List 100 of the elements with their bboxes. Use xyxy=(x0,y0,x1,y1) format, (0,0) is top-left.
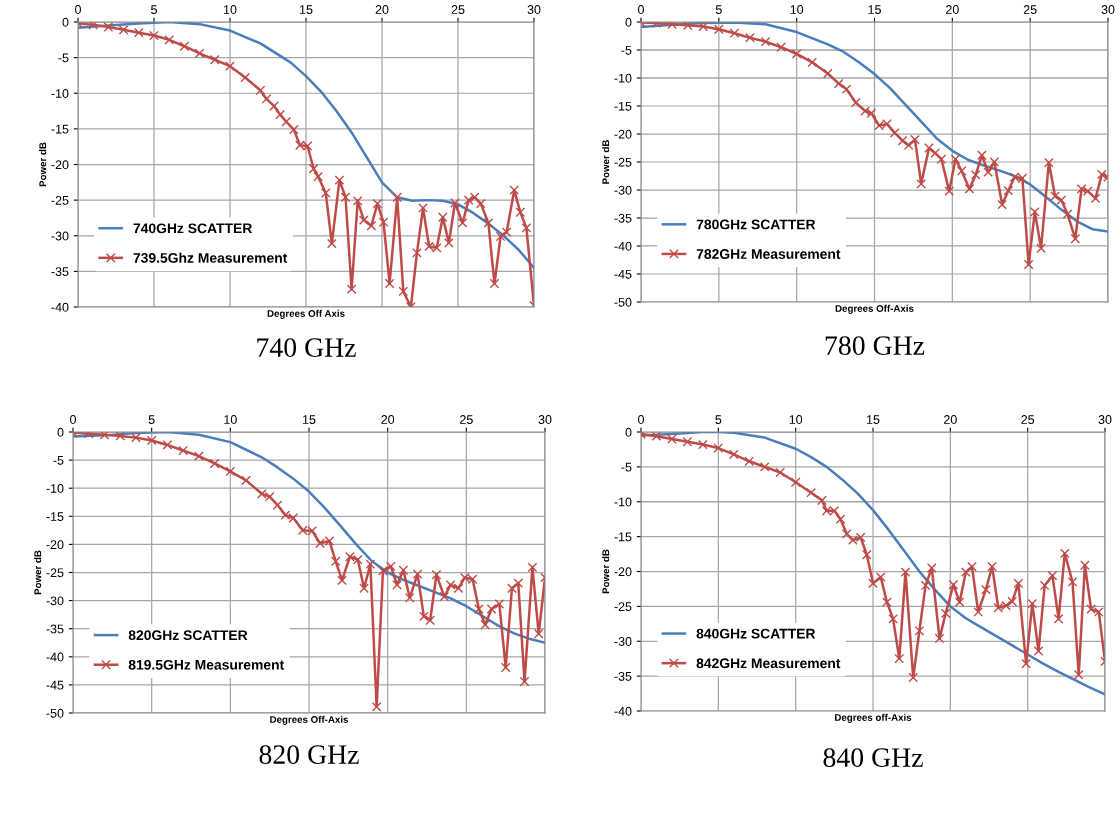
point xyxy=(775,467,786,478)
point xyxy=(385,561,396,572)
legend-label: 819.5GHz Measurement xyxy=(128,659,285,670)
point xyxy=(897,135,908,146)
point xyxy=(475,198,486,209)
point xyxy=(908,672,919,683)
x-tick-label: 0 xyxy=(70,415,76,424)
point xyxy=(667,434,677,444)
point xyxy=(444,238,454,248)
point xyxy=(698,22,709,32)
point xyxy=(1090,193,1101,204)
y-tick-label: -35 xyxy=(614,213,632,223)
point xyxy=(209,54,220,65)
point xyxy=(868,578,878,589)
point xyxy=(1062,209,1073,219)
point xyxy=(983,167,993,177)
x-axis-title: Degrees Off Axis xyxy=(267,309,345,319)
point xyxy=(88,22,99,30)
text: 740 GHz xyxy=(257,338,356,357)
x-tick-label: 25 xyxy=(1021,415,1035,424)
y-tick-label: -25 xyxy=(46,568,64,578)
point xyxy=(1067,577,1078,587)
point xyxy=(450,198,460,208)
point xyxy=(861,549,872,560)
point xyxy=(425,615,436,626)
point xyxy=(997,199,1008,210)
legend-label: 780GHz SCATTER xyxy=(696,219,816,230)
point xyxy=(378,565,388,576)
point xyxy=(308,163,319,174)
point xyxy=(133,27,144,38)
point xyxy=(480,619,491,630)
text: 820 GHz xyxy=(259,745,359,764)
y-axis-title: Power dB xyxy=(602,140,610,184)
y-tick-label: -35 xyxy=(614,671,632,681)
point xyxy=(744,456,755,467)
point xyxy=(240,72,251,83)
x-tick-label: 0 xyxy=(638,5,644,14)
point xyxy=(474,604,484,614)
y-tick-label: -40 xyxy=(614,241,632,251)
x-axis-title: Degrees Off-Axis xyxy=(835,304,914,314)
point xyxy=(162,440,173,450)
point xyxy=(118,24,129,35)
point xyxy=(791,49,802,59)
point xyxy=(392,580,402,590)
point xyxy=(903,140,914,151)
y-tick-label: -50 xyxy=(46,708,64,718)
point xyxy=(822,68,833,79)
point xyxy=(910,134,920,145)
y-tick-label: -10 xyxy=(614,73,632,83)
text: 840 GHz xyxy=(823,748,923,767)
point xyxy=(371,701,382,712)
point xyxy=(521,223,532,233)
point xyxy=(850,97,861,108)
point xyxy=(366,220,377,231)
point xyxy=(950,154,961,165)
point xyxy=(1047,570,1058,581)
point xyxy=(760,36,771,47)
point xyxy=(194,451,204,462)
legend-label: 739.5Ghz Measurement xyxy=(133,252,288,263)
point xyxy=(977,150,987,161)
point xyxy=(916,178,927,189)
point xyxy=(272,500,283,510)
point xyxy=(392,192,403,203)
point xyxy=(981,584,991,595)
point xyxy=(1021,658,1031,669)
point xyxy=(1027,598,1038,609)
point xyxy=(384,278,395,289)
y-tick-label: -50 xyxy=(614,297,632,307)
point xyxy=(486,604,497,614)
point xyxy=(340,192,351,203)
y-tick-label: -40 xyxy=(51,302,69,312)
point xyxy=(445,580,456,590)
point xyxy=(495,231,506,242)
y-axis-title: Power dB xyxy=(602,549,610,594)
point xyxy=(1073,669,1084,680)
point xyxy=(1043,157,1054,168)
point xyxy=(914,625,925,636)
x-tick-label: 10 xyxy=(224,415,237,424)
point xyxy=(920,580,931,591)
y-tick-label: -10 xyxy=(614,497,632,507)
x-tick-label: 10 xyxy=(790,5,804,14)
point xyxy=(269,101,279,111)
y-tick-label: -10 xyxy=(51,89,69,98)
point xyxy=(261,94,272,104)
point xyxy=(667,22,677,30)
point xyxy=(833,78,844,89)
point xyxy=(527,562,538,573)
point xyxy=(337,575,347,586)
point xyxy=(875,572,886,582)
x-tick-label: 25 xyxy=(460,415,473,424)
point xyxy=(507,583,517,594)
x-tick-label: 30 xyxy=(538,415,552,424)
y-tick-label: -5 xyxy=(621,462,632,472)
x-tick-label: 20 xyxy=(375,5,389,14)
point xyxy=(453,583,464,594)
y-tick-label: -5 xyxy=(53,456,64,465)
y-tick-label: -45 xyxy=(614,269,632,279)
point xyxy=(989,157,1000,167)
point xyxy=(776,42,786,53)
y-tick-label: -20 xyxy=(614,129,632,139)
